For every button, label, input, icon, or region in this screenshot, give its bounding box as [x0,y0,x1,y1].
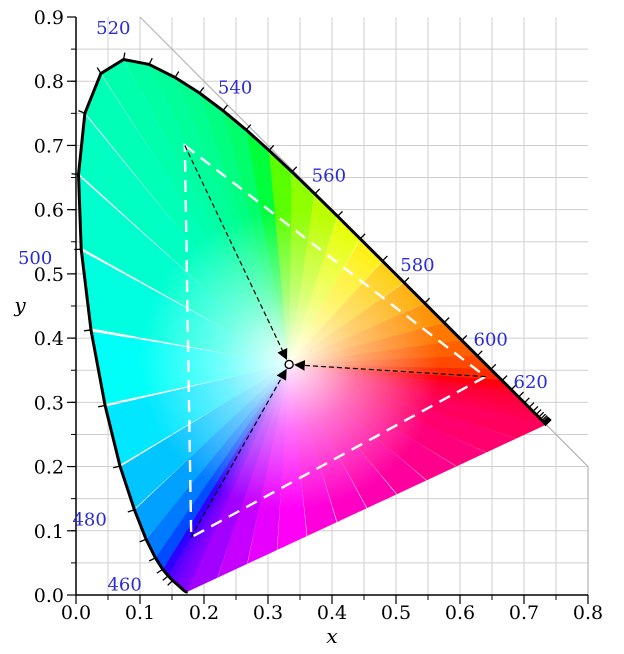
locus-tick [148,557,156,562]
locus-tick [518,391,524,398]
locus-tick [84,329,92,332]
locus-tick [222,104,228,111]
locus-tick [523,397,530,404]
y-tick-label: 0.9 [34,7,64,29]
x-tick-label: 0.7 [509,602,539,624]
y-axis-title: y [13,293,26,317]
locus-tick [167,579,174,586]
locus-tick [245,124,252,131]
x-tick-label: 0.6 [445,602,475,624]
x-tick-label: 0.0 [61,602,91,624]
x-tick-label: 0.1 [125,602,155,624]
x-tick-label: 0.2 [189,602,219,624]
wavelength-label: 580 [400,255,434,276]
x-tick-label: 0.8 [573,602,603,624]
y-tick-label: 0.0 [34,585,64,607]
wavelength-label: 480 [72,509,106,530]
locus-tick [490,363,497,370]
locus-tick [98,404,106,408]
locus-tick [314,188,321,195]
y-tick-label: 0.7 [34,135,64,157]
locus-tick [461,334,468,341]
locus-tick [198,87,205,94]
wavelength-ticks [71,52,552,586]
locus-tick [501,375,508,381]
locus-tick [139,538,147,543]
locus-tick [443,317,450,324]
locus-tick [535,409,542,416]
y-tick-label: 0.4 [34,328,64,350]
locus-tick [540,413,547,420]
locus-tick [359,233,366,240]
y-tick-label: 0.1 [34,521,64,543]
wavelength-label: 520 [96,18,130,39]
wavelength-labels: 460 480 500 520 540 560 580 600 620 [18,18,548,595]
wavelength-label: 540 [218,77,252,98]
wavelength-label: 560 [312,165,346,186]
locus-tick [96,67,102,74]
locus-tick [71,173,79,176]
locus-tick [127,509,135,513]
wavelength-label: 500 [18,248,52,269]
axes: 0.0 0.1 0.2 0.3 0.4 0.5 0.6 0.7 0.8 0.0 0.1 0.2 0.3 0… [34,7,603,624]
xy-boundary-line [139,16,589,595]
x-axis-title: x [326,624,337,648]
locus-tick [381,255,388,262]
locus-tick [543,416,550,423]
x-tick-label: 0.5 [381,602,411,624]
locus-tick [162,575,169,581]
locus-tick [476,350,483,357]
y-tick-label: 0.2 [34,457,64,479]
y-tick-label: 0.3 [34,392,64,414]
locus-tick [148,57,153,65]
y-tick-label: 0.6 [34,200,64,222]
locus-tick [528,402,535,408]
locus-tick [113,465,121,469]
locus-tick [337,210,343,217]
white-point-arrows [184,145,486,538]
locus-tick [424,297,431,304]
locus-tick [403,277,410,283]
locus-tick [542,416,549,423]
locus-tick [538,411,545,418]
white-point-marker [284,359,294,370]
locus-tick [291,166,298,173]
x-tick-label: 0.4 [317,602,347,624]
x-tick-label: 0.3 [253,602,283,624]
y-tick-label: 0.5 [34,264,64,286]
wavelength-label: 620 [514,372,548,393]
locus-tick [268,144,275,151]
gamut-triangle-outline [183,142,488,540]
wavelength-label: 600 [474,330,508,351]
wavelength-label: 460 [107,574,141,595]
locus-tick [156,568,164,574]
spectral-locus [76,57,548,594]
gamut-triangle [183,142,488,540]
locus-tick [510,384,517,391]
locus-tick [532,405,539,412]
triangle-frame [139,16,589,595]
locus-tick [541,415,548,421]
locus-tick [545,419,552,426]
y-tick-label: 0.8 [34,71,64,93]
locus-tick [122,52,126,60]
white-point-arrow [190,368,287,538]
locus-tick [78,109,86,114]
locus-tick [174,71,180,78]
